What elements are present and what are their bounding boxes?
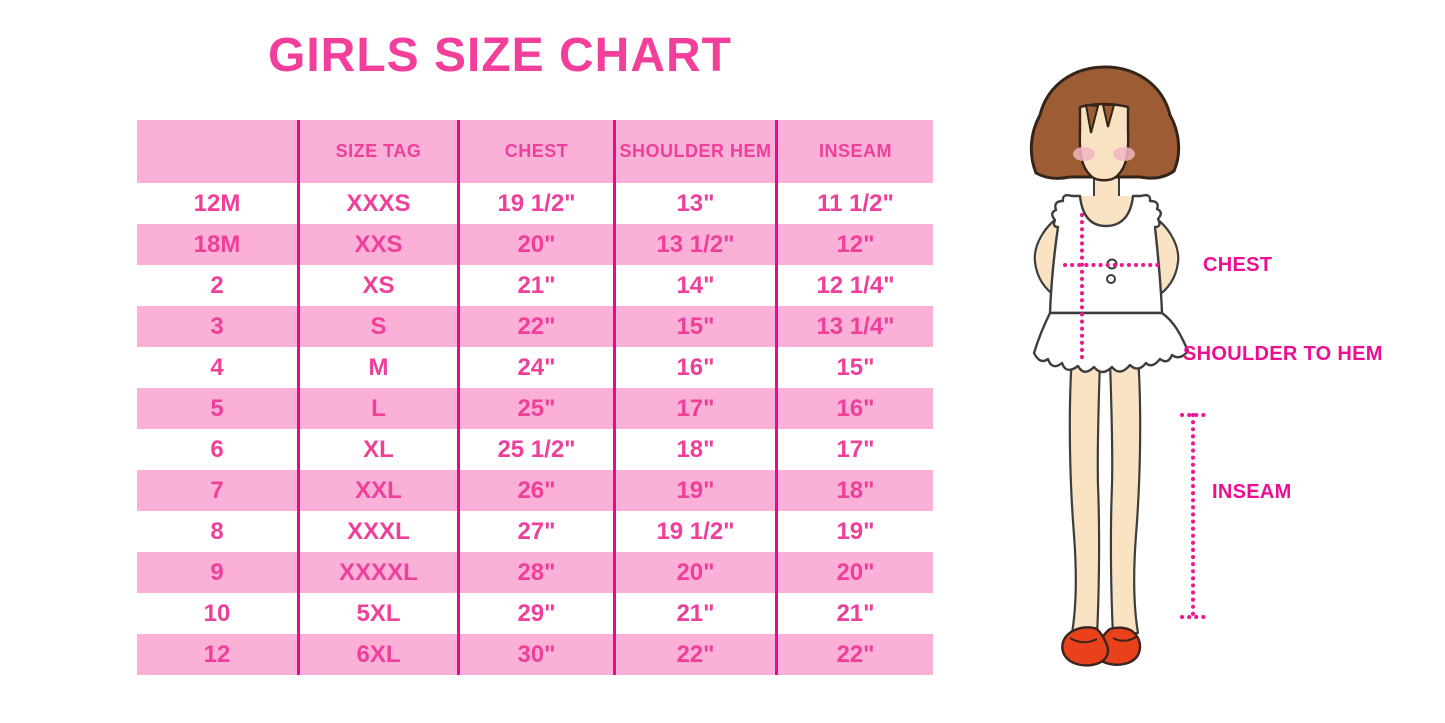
table-row: 5 L 25" 17" 16" bbox=[137, 388, 933, 429]
table-cell: 30" bbox=[457, 634, 613, 675]
chest-label: CHEST bbox=[1203, 254, 1273, 276]
table-row: 9 XXXXL 28" 20" 20" bbox=[137, 552, 933, 593]
shoes bbox=[1061, 626, 1142, 667]
table-cell: 19" bbox=[613, 470, 775, 511]
table-cell: 17" bbox=[613, 388, 775, 429]
table-cell: 5 bbox=[210, 394, 224, 422]
table-row: 8 XXXL 27" 19 1/2" 19" bbox=[137, 511, 933, 552]
table-cell: 19 1/2" bbox=[613, 511, 775, 552]
table-cell: 5XL bbox=[297, 593, 457, 634]
table-cell: 28" bbox=[457, 552, 613, 593]
size-table: SIZE TAG CHEST SHOULDER HEM INSEAM 12M XX… bbox=[137, 120, 933, 675]
table-row: 4 M 24" 16" 15" bbox=[137, 347, 933, 388]
blush-cheeks bbox=[1073, 147, 1135, 161]
table-cell: 16" bbox=[613, 347, 775, 388]
header-cell-inseam: INSEAM bbox=[775, 120, 933, 183]
header-cell-size bbox=[137, 120, 297, 183]
table-cell: 12" bbox=[775, 224, 933, 265]
table-row: 3 S 22" 15" 13 1/4" bbox=[137, 306, 933, 347]
table-cell: 6 bbox=[210, 435, 224, 463]
table-cell: 15" bbox=[613, 306, 775, 347]
table-cell: XXXL bbox=[297, 511, 457, 552]
table-cell: 21" bbox=[775, 593, 933, 634]
table-row: 7 XXL 26" 19" 18" bbox=[137, 470, 933, 511]
table-cell: 3 bbox=[210, 312, 224, 340]
inseam-label: INSEAM bbox=[1212, 481, 1292, 503]
table-cell: 20" bbox=[613, 552, 775, 593]
table-cell: 22" bbox=[613, 634, 775, 675]
table-cell: 25 1/2" bbox=[457, 429, 613, 470]
table-cell: 16" bbox=[775, 388, 933, 429]
table-cell: XXL bbox=[297, 470, 457, 511]
girl-illustration bbox=[1029, 65, 1207, 667]
table-cell: 12 1/4" bbox=[775, 265, 933, 306]
table-cell: 11 1/2" bbox=[775, 183, 933, 224]
table-cell: 24" bbox=[457, 347, 613, 388]
size-table-header-row: SIZE TAG CHEST SHOULDER HEM INSEAM bbox=[137, 120, 933, 183]
table-cell: 27" bbox=[457, 511, 613, 552]
table-cell: XXXS bbox=[297, 183, 457, 224]
table-cell: 15" bbox=[775, 347, 933, 388]
table-cell: 14" bbox=[613, 265, 775, 306]
table-cell: 22" bbox=[775, 634, 933, 675]
table-cell: 18" bbox=[613, 429, 775, 470]
table-cell: 22" bbox=[457, 306, 613, 347]
table-row: 12M XXXS 19 1/2" 13" 11 1/2" bbox=[137, 183, 933, 224]
table-cell: 17" bbox=[775, 429, 933, 470]
table-cell: 9 bbox=[210, 558, 224, 586]
header-cell-shoulder-hem: SHOULDER HEM bbox=[613, 120, 775, 183]
table-cell: 12M bbox=[193, 189, 241, 217]
table-row: 12 6XL 30" 22" 22" bbox=[137, 634, 933, 675]
table-cell: 19" bbox=[775, 511, 933, 552]
table-cell: 7 bbox=[210, 476, 224, 504]
chest-skin bbox=[1080, 196, 1133, 226]
table-row: 10 5XL 29" 21" 21" bbox=[137, 593, 933, 634]
size-table-body: 12M XXXS 19 1/2" 13" 11 1/2" 18M XXS 20" 13 1/2"… bbox=[137, 183, 933, 675]
header-cell-size-tag: SIZE TAG bbox=[297, 120, 457, 183]
table-row: 2 XS 21" 14" 12 1/4" bbox=[137, 265, 933, 306]
table-cell: 26" bbox=[457, 470, 613, 511]
legs bbox=[1068, 353, 1142, 637]
table-cell: XL bbox=[297, 429, 457, 470]
table-cell: 25" bbox=[457, 388, 613, 429]
page-title: GIRLS SIZE CHART bbox=[267, 29, 732, 82]
table-cell: 19 1/2" bbox=[457, 183, 613, 224]
fringe-spikes bbox=[1084, 103, 1116, 134]
measurement-figure: CHEST SHOULDER TO HEM INSEAM bbox=[1000, 55, 1445, 705]
table-cell: S bbox=[297, 306, 457, 347]
table-cell: 21" bbox=[457, 265, 613, 306]
table-cell: M bbox=[297, 347, 457, 388]
skirt bbox=[1032, 311, 1190, 374]
header-cell-chest: CHEST bbox=[457, 120, 613, 183]
table-cell: XXXXL bbox=[297, 552, 457, 593]
table-cell: L bbox=[297, 388, 457, 429]
table-cell: 10 bbox=[203, 599, 231, 627]
blouse bbox=[1048, 193, 1164, 315]
measurement-lines bbox=[1063, 213, 1207, 619]
table-cell: 8 bbox=[210, 517, 224, 545]
table-cell: 13" bbox=[613, 183, 775, 224]
table-cell: 4 bbox=[210, 353, 224, 381]
table-row: 18M XXS 20" 13 1/2" 12" bbox=[137, 224, 933, 265]
table-cell: 6XL bbox=[297, 634, 457, 675]
table-cell: 21" bbox=[613, 593, 775, 634]
table-cell: 18" bbox=[775, 470, 933, 511]
table-cell: 20" bbox=[775, 552, 933, 593]
table-cell: 2 bbox=[210, 271, 224, 299]
table-cell: 29" bbox=[457, 593, 613, 634]
table-cell: 18M bbox=[193, 230, 241, 258]
table-cell: 13 1/4" bbox=[775, 306, 933, 347]
table-cell: 13 1/2" bbox=[613, 224, 775, 265]
shoulder-to-hem-label: SHOULDER TO HEM bbox=[1183, 343, 1383, 365]
table-cell: XXS bbox=[297, 224, 457, 265]
table-cell: 12 bbox=[203, 640, 231, 668]
table-cell: XS bbox=[297, 265, 457, 306]
table-cell: 20" bbox=[457, 224, 613, 265]
table-row: 6 XL 25 1/2" 18" 17" bbox=[137, 429, 933, 470]
